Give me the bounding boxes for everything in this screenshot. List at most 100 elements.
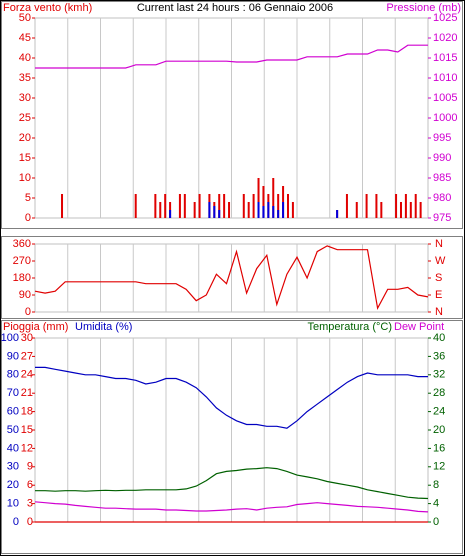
bar (409, 202, 412, 218)
tick-label: 15 (21, 424, 33, 436)
tick-label: 50 (19, 12, 31, 24)
bar (267, 202, 270, 218)
series-line (35, 467, 429, 500)
bar (399, 202, 402, 218)
bar (277, 210, 280, 218)
tick-label: 1010 (433, 72, 457, 84)
tick-label: 0 (25, 212, 31, 224)
tick-label: 30 (7, 461, 19, 473)
bar (247, 202, 250, 218)
tick-label: 32 (433, 369, 445, 381)
tick-label: 100 (1, 332, 19, 344)
tick-label: 10 (7, 498, 19, 510)
tick-label: 1005 (433, 92, 457, 104)
bar (223, 194, 226, 218)
tick-label: 50 (7, 424, 19, 436)
bar (164, 194, 167, 218)
bar (282, 202, 285, 218)
tick-label: 36 (433, 350, 445, 362)
bar (272, 206, 275, 218)
bar (262, 186, 265, 218)
chart-title: Current last 24 hours : 06 Gennaio 2006 (137, 2, 333, 14)
tick-label: 90 (7, 350, 19, 362)
bar (286, 194, 289, 218)
tick-label: 27 (21, 350, 33, 362)
tick-label: 18 (21, 406, 33, 418)
bar (208, 202, 211, 218)
legend-label: Pioggia (mm) (3, 321, 68, 333)
tick-label: 10 (19, 172, 31, 184)
bar (193, 202, 196, 218)
tick-label: 30 (21, 332, 33, 344)
tick-label: 6 (27, 479, 33, 491)
tick-label: 975 (433, 212, 451, 224)
tick-label: 1025 (433, 12, 457, 24)
bar (242, 194, 245, 218)
tick-label: 40 (19, 52, 31, 64)
tick-label: 0 (25, 306, 31, 318)
tick-label: 8 (433, 479, 439, 491)
tick-label: E (435, 289, 442, 301)
tick-label: 0 (13, 516, 19, 528)
bar (134, 194, 137, 218)
tick-label: 360 (13, 238, 31, 250)
tick-label: 985 (433, 172, 451, 184)
bar (257, 178, 260, 218)
tick-label: 21 (21, 387, 33, 399)
tick-label: 24 (21, 369, 33, 381)
bar (395, 194, 398, 218)
tick-label: S (435, 272, 442, 284)
tick-label: N (435, 306, 443, 318)
bar (336, 210, 339, 218)
tick-label: 20 (19, 132, 31, 144)
tick-label: 4 (433, 498, 439, 510)
tick-label: 180 (13, 272, 31, 284)
series-line (34, 245, 429, 311)
tick-label: 0 (27, 516, 33, 528)
tick-label: 20 (433, 424, 445, 436)
bar (218, 210, 221, 218)
tick-label: 12 (433, 461, 445, 473)
tick-label: 35 (19, 72, 31, 84)
bar (277, 194, 280, 218)
bar (419, 202, 422, 218)
bar (355, 202, 358, 218)
tick-label: 90 (19, 289, 31, 301)
bar (154, 194, 157, 218)
axis-label: Forza vento (kmh) (3, 2, 92, 14)
tick-label: 28 (433, 387, 445, 399)
bar (61, 194, 64, 218)
tick-label: 70 (7, 387, 19, 399)
bar (404, 194, 407, 218)
tick-label: 1000 (433, 112, 457, 124)
tick-label: 80 (7, 369, 19, 381)
tick-label: 3 (27, 498, 33, 510)
bar (213, 206, 216, 218)
bar (262, 206, 265, 218)
tick-label: 1015 (433, 52, 457, 64)
tick-label: 40 (433, 332, 445, 344)
bar (414, 194, 417, 218)
bar (198, 194, 201, 218)
bar (257, 202, 260, 218)
legend-label: Dew Point (394, 321, 444, 333)
bar (159, 202, 162, 218)
tick-label: 25 (19, 112, 31, 124)
tick-label: 995 (433, 132, 451, 144)
bar (291, 202, 294, 218)
tick-label: 24 (433, 406, 445, 418)
series-line (35, 366, 428, 429)
tick-label: 16 (433, 442, 445, 454)
tick-label: 20 (7, 479, 19, 491)
bar (228, 202, 231, 218)
bar (169, 210, 172, 218)
tick-label: 40 (7, 442, 19, 454)
tick-label: 60 (7, 406, 19, 418)
tick-label: N (435, 238, 443, 250)
axis-label: Pressione (mb) (386, 2, 461, 14)
bar (380, 202, 383, 218)
tick-label: 0 (433, 516, 439, 528)
bar (375, 194, 378, 218)
tick-label: 45 (19, 32, 31, 44)
